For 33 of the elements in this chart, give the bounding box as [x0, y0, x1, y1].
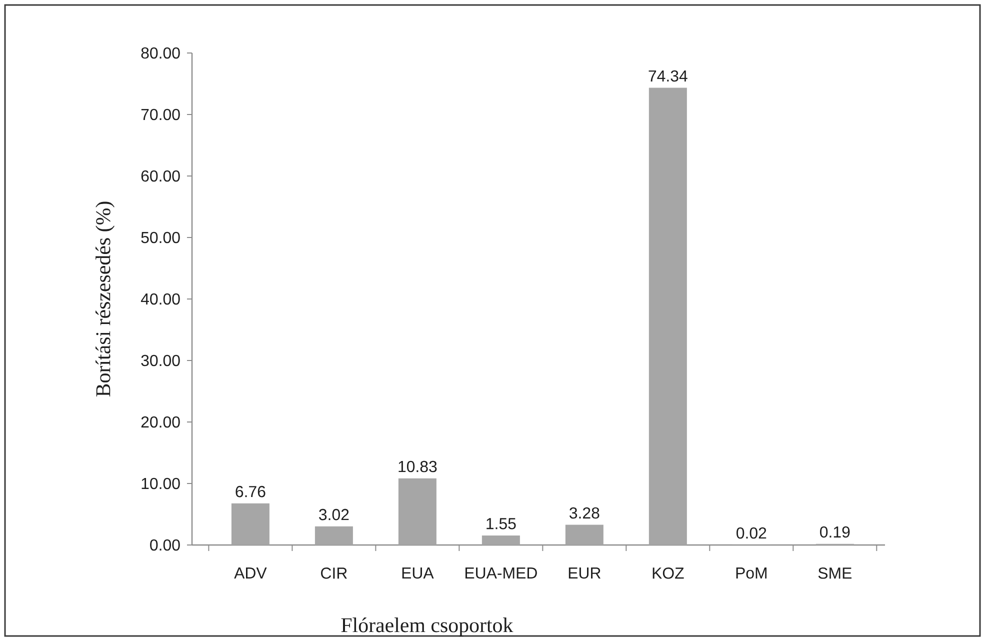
data-label: 1.55 [486, 518, 516, 530]
data-label: 3.02 [319, 508, 349, 520]
x-tick-label: EUR [568, 568, 601, 579]
x-tick-label: ADV [234, 568, 267, 578]
x-tick-label: KOZ [652, 568, 684, 579]
bar [482, 535, 520, 545]
x-tick-label: SME [818, 568, 852, 579]
bar [648, 88, 687, 545]
x-tick-label: EUA [402, 568, 434, 579]
y-tick-label: 30.00 [141, 354, 180, 366]
y-tick-label: 70.00 [141, 108, 180, 120]
x-tick-label: EUA-MED [465, 568, 537, 579]
x-axis-title: Flóraelem csoportok [341, 618, 514, 636]
x-tick-label: CIR [321, 568, 347, 579]
data-label: 0.19 [820, 526, 850, 538]
data-label: 3.28 [570, 507, 600, 519]
y-tick-label: 60.00 [141, 170, 180, 182]
bar [314, 526, 353, 545]
y-tick-label: 10.00 [142, 478, 180, 490]
bar [398, 478, 436, 545]
data-label: 0.02 [736, 527, 766, 539]
bar [231, 503, 270, 545]
y-tick-label: 80.00 [141, 47, 180, 59]
y-tick-label: 0.00 [150, 539, 180, 551]
x-tick-label: PoM [736, 568, 766, 579]
y-tick-label: 40.00 [140, 293, 180, 305]
y-tick-label: 20.00 [141, 416, 180, 428]
y-axis-title: Borítási részesedés (%) [96, 202, 115, 397]
y-tick-label: 50.00 [141, 232, 180, 244]
data-label: 74.34 [648, 70, 688, 82]
data-label: 10.83 [398, 460, 437, 472]
data-label: 6.76 [236, 486, 266, 498]
bar [565, 524, 604, 545]
